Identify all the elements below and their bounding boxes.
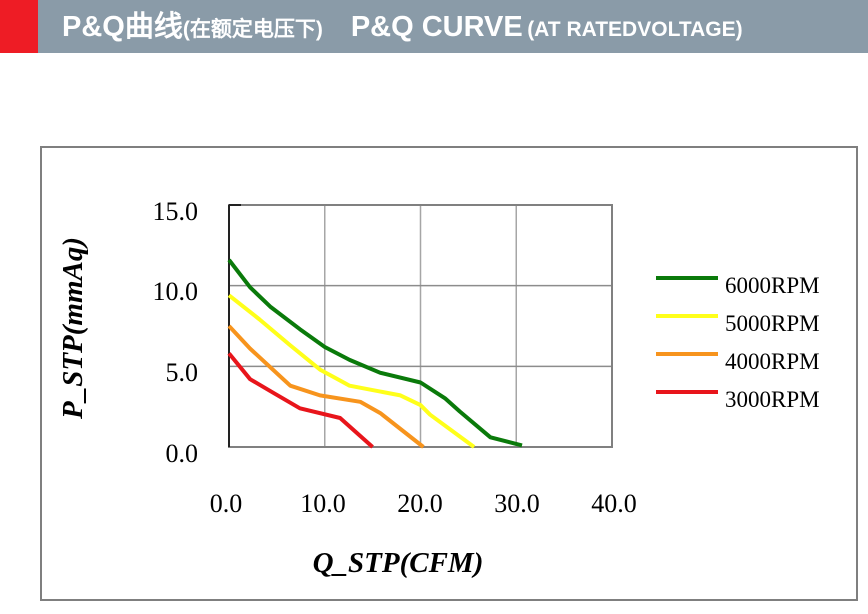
series-line-4000rpm (227, 324, 425, 449)
x-tick-label: 40.0 (591, 489, 637, 518)
legend-label: 5000RPM (725, 311, 820, 336)
subtitle-cn: (在额定电压下) (182, 18, 323, 41)
y-axis-title: P_STP(mmAq) (57, 237, 89, 420)
title-en: P&Q CURVE (350, 11, 523, 43)
chart-series (227, 258, 523, 449)
legend-label: 6000RPM (725, 273, 820, 298)
series-line-3000rpm (227, 352, 374, 449)
axis-ticks: 0.0 10.0 20.0 30.0 40.0 0.0 5.0 10.0 15.0 (153, 197, 637, 518)
series-line-5000rpm (227, 293, 476, 449)
legend-label: 3000RPM (725, 387, 820, 412)
chart-legend: 6000RPM 5000RPM 4000RPM 3000RPM (656, 273, 820, 412)
page-title: P&Q曲线(在额定电压下) P&Q CURVE (AT RATEDVOLTAGE) (62, 0, 743, 53)
title-cn: P&Q曲线 (62, 11, 183, 43)
header-bar: P&Q曲线(在额定电压下) P&Q CURVE (AT RATEDVOLTAGE) (0, 0, 868, 53)
header-accent (0, 0, 38, 53)
y-tick-label: 5.0 (166, 358, 199, 387)
x-tick-label: 30.0 (494, 489, 540, 518)
chart-frame (40, 146, 858, 601)
x-tick-label: 0.0 (210, 489, 243, 518)
y-tick-label: 15.0 (153, 197, 199, 226)
x-tick-label: 10.0 (300, 489, 346, 518)
x-axis-title: Q_STP(CFM) (313, 547, 484, 579)
series-line-6000rpm (227, 258, 523, 448)
y-tick-label: 10.0 (153, 277, 199, 306)
chart-grid (228, 204, 613, 448)
subtitle-en: (AT RATEDVOLTAGE) (527, 18, 743, 41)
x-tick-label: 20.0 (397, 489, 443, 518)
y-tick-label: 0.0 (166, 439, 199, 468)
legend-label: 4000RPM (725, 349, 820, 374)
